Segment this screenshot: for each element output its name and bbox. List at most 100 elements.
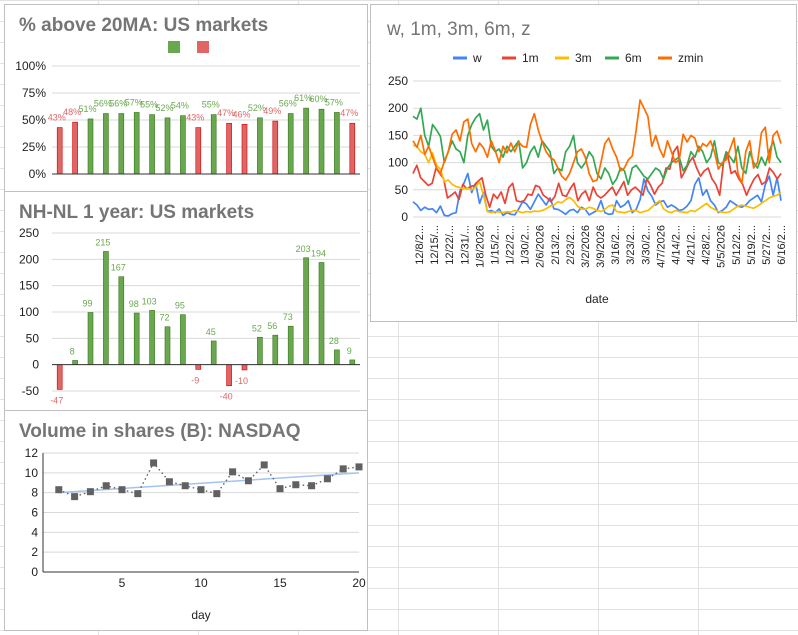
data-label: 57% (125, 97, 143, 107)
data-label: 43% (186, 113, 204, 123)
data-label: -40 (220, 392, 233, 402)
data-label: 61% (294, 93, 312, 103)
x-tick-label: 15 (273, 576, 287, 590)
bar (195, 364, 202, 370)
y-tick-label: 200 (19, 252, 39, 266)
data-point (71, 493, 79, 501)
data-label: -10 (235, 376, 248, 386)
bar (195, 127, 202, 175)
series-line-1m (412, 145, 782, 209)
y-tick-label: 50 (26, 331, 40, 345)
chart-volume-nasdaq[interactable]: Volume in shares (B): NASDAQ 0 2 4 6 8 10 12 5 1… (4, 410, 368, 631)
data-point (292, 481, 300, 489)
series-line-6m (412, 107, 782, 186)
legend-label: w (472, 51, 482, 65)
bar (272, 120, 279, 175)
x-tick-label: 10 (194, 576, 208, 590)
bar (72, 121, 78, 175)
x-tick-label: 12/22/... (444, 225, 456, 265)
x-tick-label: 5 (119, 576, 126, 590)
bar (87, 312, 94, 365)
data-label: 103 (142, 296, 157, 306)
bar (180, 115, 186, 175)
chart-nh-nl[interactable]: NH-NL 1 year: US markets -50 0 50 100 150 200… (4, 191, 368, 411)
data-label: 28 (329, 336, 339, 346)
x-tick-label: 5/5/2026 (716, 225, 728, 268)
data-point (197, 486, 205, 494)
chart-title: NH-NL 1 year: US markets (19, 202, 255, 223)
x-axis-label: date (585, 292, 609, 306)
y-tick-label: 10 (25, 466, 39, 480)
data-point (213, 490, 221, 498)
bar (133, 112, 140, 175)
bar (226, 122, 232, 175)
bar (318, 262, 325, 365)
data-label: 57% (325, 97, 343, 107)
legend-swatch-red (197, 41, 209, 53)
chart-pct-above-20ma[interactable]: % above 20MA: US markets 0% 25% 50% 75% 100%… (4, 4, 368, 192)
x-tick-label: 12/15/... (429, 225, 441, 265)
bar (334, 112, 340, 175)
bar (287, 113, 294, 175)
y-tick-label: 2 (31, 545, 38, 559)
chart-pct-above-20ma-svg: 0%25%50%75%100%43%48%51%56%56%57%55%52%5… (15, 41, 360, 181)
data-label: 48% (63, 107, 81, 117)
data-label: 56% (94, 99, 112, 109)
y-tick-label: 150 (19, 279, 39, 293)
bar (149, 114, 155, 175)
x-tick-label: 3/23/2... (625, 225, 637, 265)
x-tick-label: 5/19/2... (746, 225, 758, 265)
data-point (55, 486, 63, 494)
bar (118, 276, 125, 365)
bar (241, 364, 248, 371)
y-tick-label: 25% (22, 140, 46, 154)
data-label: 56% (109, 99, 127, 109)
x-tick-label: 3/9/2026 (595, 225, 607, 268)
data-label: 167 (111, 263, 126, 273)
bar (103, 113, 109, 175)
data-label: 51% (78, 104, 96, 114)
bar (56, 364, 63, 390)
y-tick-label: 0 (31, 565, 38, 579)
bar (210, 340, 217, 365)
data-point (229, 468, 237, 476)
bar (103, 251, 109, 365)
chart-volume-nasdaq-svg: 0 2 4 6 8 10 12 5 10 15 20 day (25, 446, 366, 622)
x-tick-label: 20 (352, 576, 366, 590)
x-tick-label: 6/16/2... (776, 225, 788, 265)
y-tick-label: 0 (32, 358, 39, 372)
y-tick-label: 50 (395, 183, 409, 197)
bar (241, 124, 248, 175)
data-point (323, 475, 331, 483)
chart-ma-lines[interactable]: w, 1m, 3m, 6m, z 0 50 100 150 200 250 w 1m 3m 6m z… (370, 4, 797, 322)
data-label: 46% (232, 109, 250, 119)
data-point (165, 478, 173, 486)
x-tick-label: 2/13/2... (550, 225, 562, 265)
x-tick-label: 12/8/2... (414, 225, 426, 265)
data-label: 60% (309, 94, 327, 104)
legend-label: 3m (575, 51, 592, 65)
x-tick-label: 1/8/2026 (474, 225, 486, 268)
x-tick-label: 3/16/2... (610, 225, 622, 265)
y-tick-label: 150 (388, 128, 408, 142)
bar (303, 107, 309, 175)
y-tick-label: 250 (19, 226, 39, 240)
data-point (150, 459, 158, 467)
bar (272, 334, 279, 365)
x-tick-label: 3/30/2... (640, 225, 652, 265)
y-tick-label: 8 (31, 486, 38, 500)
x-tick-label: 5/27/2... (761, 225, 773, 265)
bar (149, 310, 155, 365)
x-tick-label: 12/31/... (459, 225, 471, 265)
chart-title: w, 1m, 3m, 6m, z (387, 19, 531, 40)
data-point (118, 486, 126, 494)
bar (303, 257, 309, 365)
y-tick-label: 6 (31, 506, 38, 520)
data-label: 54% (171, 101, 189, 111)
bar (180, 314, 186, 365)
data-label: 56 (267, 321, 277, 331)
data-label: 98 (129, 299, 139, 309)
data-label: 45 (206, 327, 216, 337)
data-label: 203 (296, 244, 311, 254)
